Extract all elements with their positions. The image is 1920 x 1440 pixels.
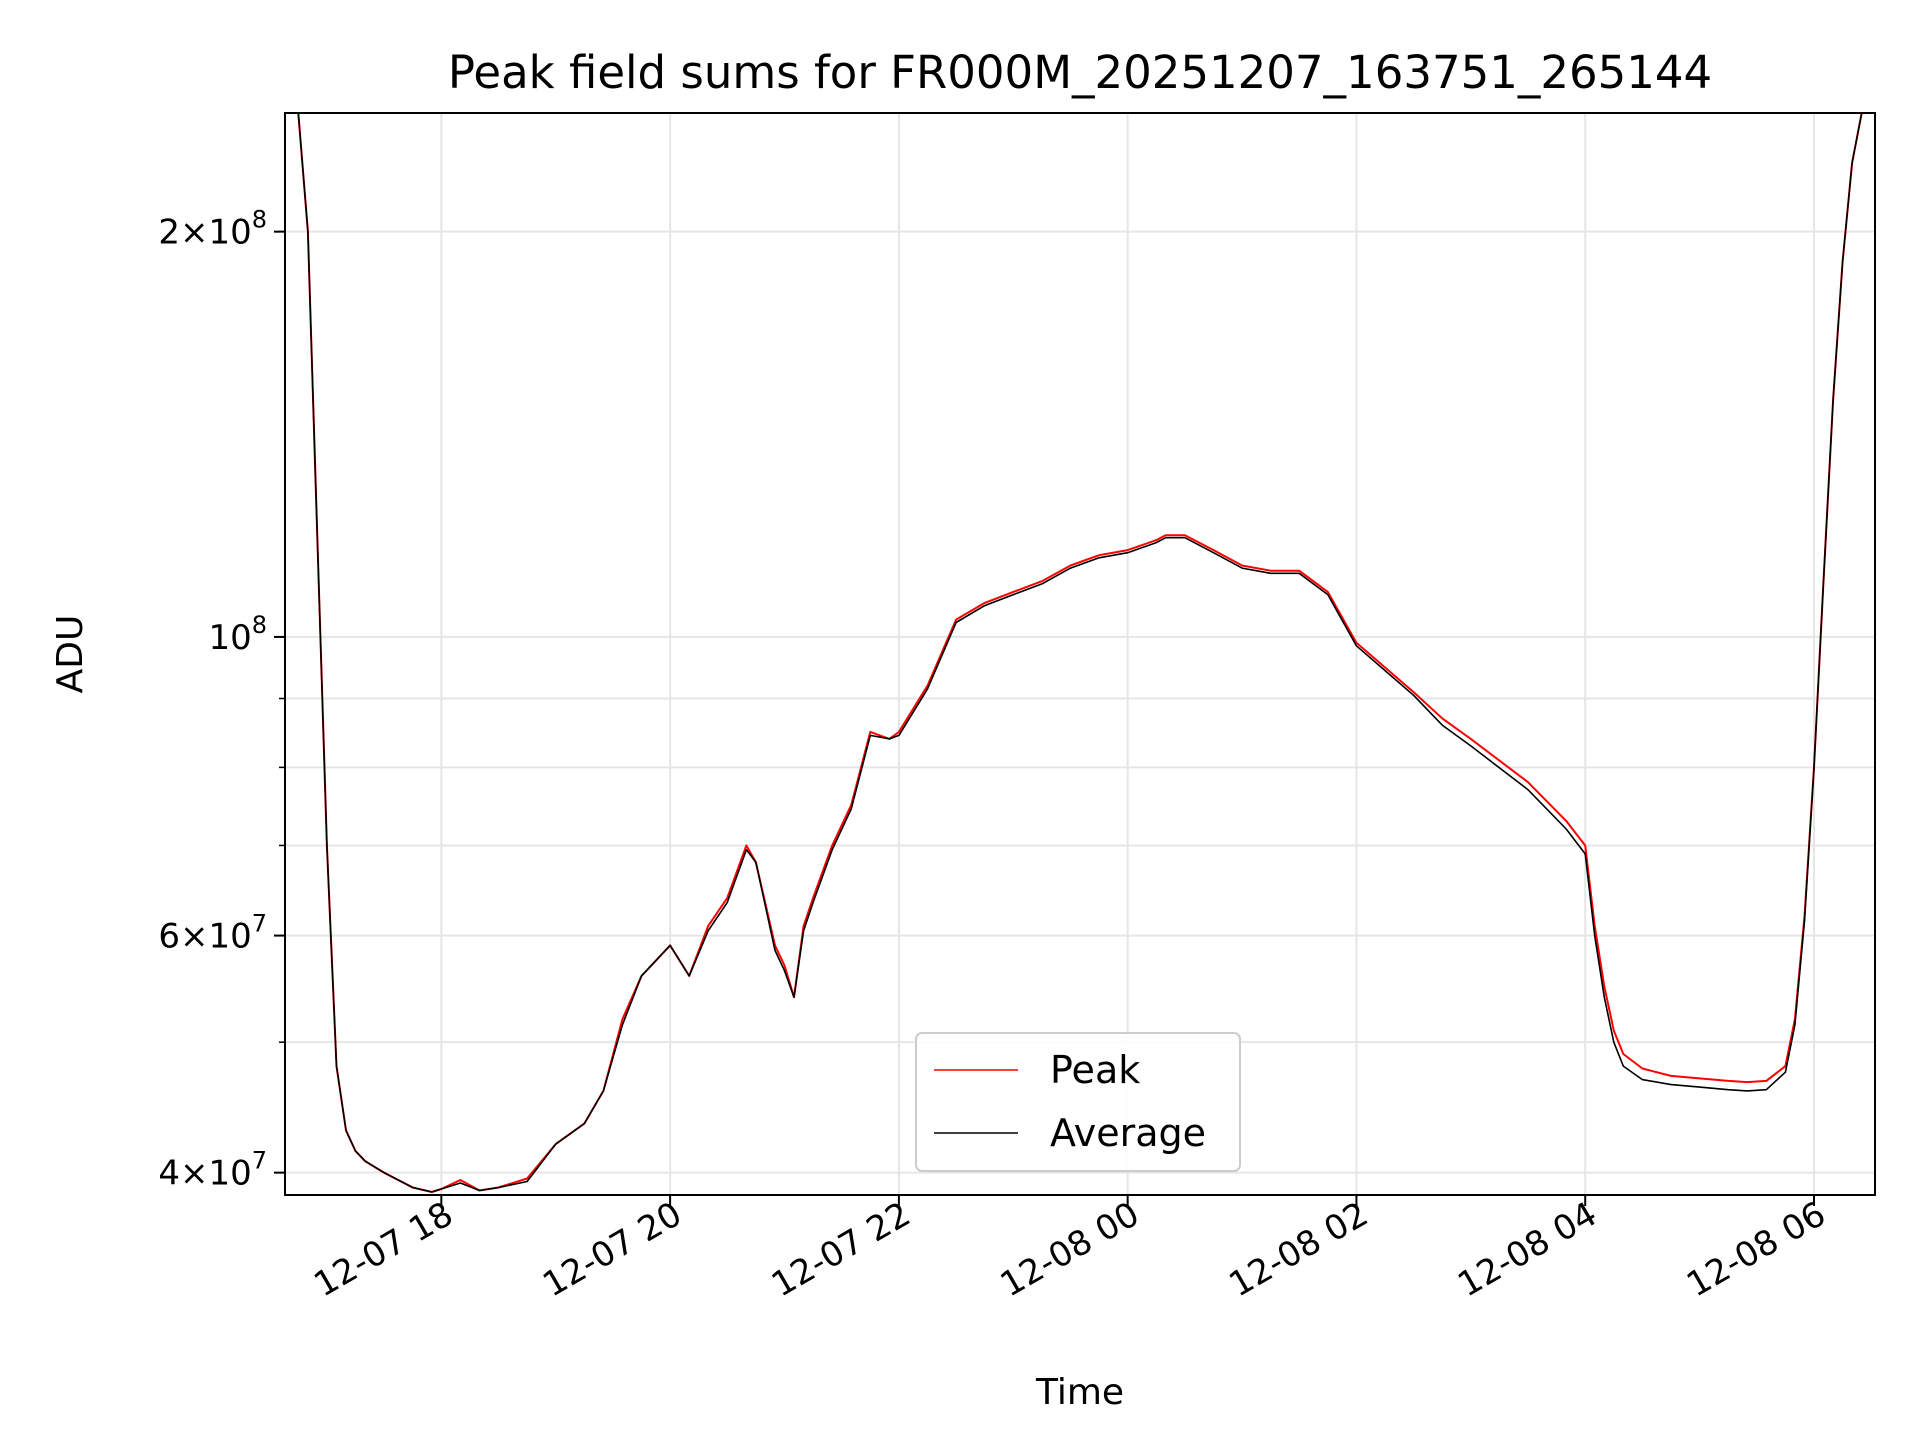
x-tick-label: 12-08 06 (1680, 1194, 1832, 1305)
x-tick-label: 12-07 22 (765, 1194, 917, 1305)
legend-label-peak: Peak (1050, 1048, 1140, 1092)
x-tick-label: 12-08 00 (994, 1194, 1146, 1305)
y-tick-label: 4×107 (158, 1147, 267, 1194)
series-line-peak (285, 113, 1868, 1193)
chart-title: Peak field sums for FR000M_20251207_1637… (448, 46, 1712, 99)
legend: Peak Average (915, 1032, 1241, 1172)
x-tick-label: 12-07 18 (307, 1194, 459, 1305)
x-axis-title: Time (1035, 1372, 1124, 1413)
series-layer (285, 113, 1868, 1193)
x-tick-label: 12-08 02 (1223, 1194, 1375, 1305)
legend-label-average: Average (1050, 1111, 1206, 1155)
y-tick-label: 6×107 (158, 910, 267, 957)
series-line-average (285, 113, 1868, 1193)
grid (285, 113, 1875, 1195)
x-tick-label: 12-08 04 (1451, 1194, 1603, 1305)
plot-frame (284, 112, 1876, 1196)
y-axis: 4×107 6×107 108 2×108 (158, 206, 285, 1194)
y-tick-label: 108 (208, 611, 267, 658)
y-axis-title: ADU (50, 615, 91, 694)
x-axis: 12-07 18 12-07 20 12-07 22 12-08 00 12-08 02… (307, 1194, 1832, 1305)
x-tick-label: 12-07 20 (536, 1194, 688, 1305)
y-tick-label: 2×108 (158, 206, 267, 253)
legend-box (915, 1032, 1241, 1172)
